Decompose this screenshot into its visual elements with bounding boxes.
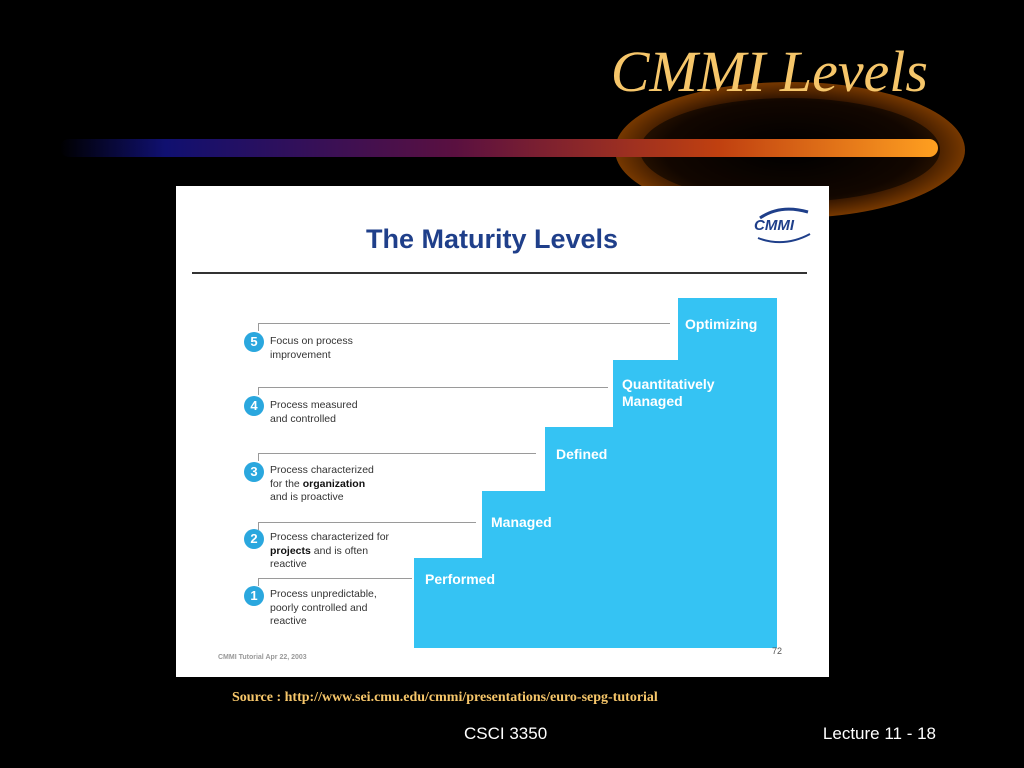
level-line-1 <box>258 578 412 579</box>
panel-page-number: 72 <box>772 646 783 656</box>
level-badge-4: 4 <box>244 396 264 416</box>
step-performed <box>414 558 482 648</box>
cmmi-logo-text: CMMI <box>754 217 794 234</box>
maturity-levels-panel: The Maturity Levels CMMI Performed Manag… <box>176 186 829 677</box>
cmmi-logo: CMMI <box>750 204 816 244</box>
level-tick-2 <box>258 522 259 530</box>
level-tick-1 <box>258 578 259 586</box>
footer-lecture: Lecture 11 - 18 <box>822 724 936 743</box>
level-tick-4 <box>258 387 259 395</box>
panel-footnote: CMMI Tutorial Apr 22, 2003 <box>218 654 307 661</box>
level-desc-2: Process characterized for projects and i… <box>270 531 390 570</box>
level-line-2 <box>258 522 476 523</box>
step-label-defined: Defined <box>556 446 608 462</box>
step-managed <box>482 491 550 648</box>
level-desc-5: Focus on process improvement <box>270 335 353 361</box>
level-desc-1: Process unpredictable, poorly controlled… <box>270 588 377 627</box>
step-label-managed: Managed <box>491 514 552 530</box>
panel-title: The Maturity Levels <box>366 224 619 254</box>
level-tick-5 <box>258 323 259 331</box>
step-label-performed: Performed <box>425 571 496 587</box>
slide-title: CMMI Levels <box>610 39 928 104</box>
step-label-optimizing: Optimizing <box>685 316 758 332</box>
level-tick-3 <box>258 453 259 461</box>
step-quantitatively-managed <box>613 360 681 648</box>
level-line-5 <box>258 323 670 324</box>
level-desc-4: Process measured and controlled <box>270 399 358 425</box>
step-defined <box>545 427 613 648</box>
level-line-3 <box>258 453 536 454</box>
level-badge-1: 1 <box>244 586 264 606</box>
step-optimizing <box>678 298 777 648</box>
step-label-quantitatively-managed: Quantitatively Managed <box>622 376 715 409</box>
footer-course: CSCI 3350 <box>464 724 548 743</box>
level-line-4 <box>258 387 608 388</box>
title-rule <box>192 272 807 274</box>
source-citation: Source : http://www.sei.cmu.edu/cmmi/pre… <box>232 690 658 705</box>
level-badge-5: 5 <box>244 332 264 352</box>
level-desc-3: Process characterized for the organizati… <box>270 464 374 503</box>
level-badge-2: 2 <box>244 529 264 549</box>
level-badge-3: 3 <box>244 462 264 482</box>
